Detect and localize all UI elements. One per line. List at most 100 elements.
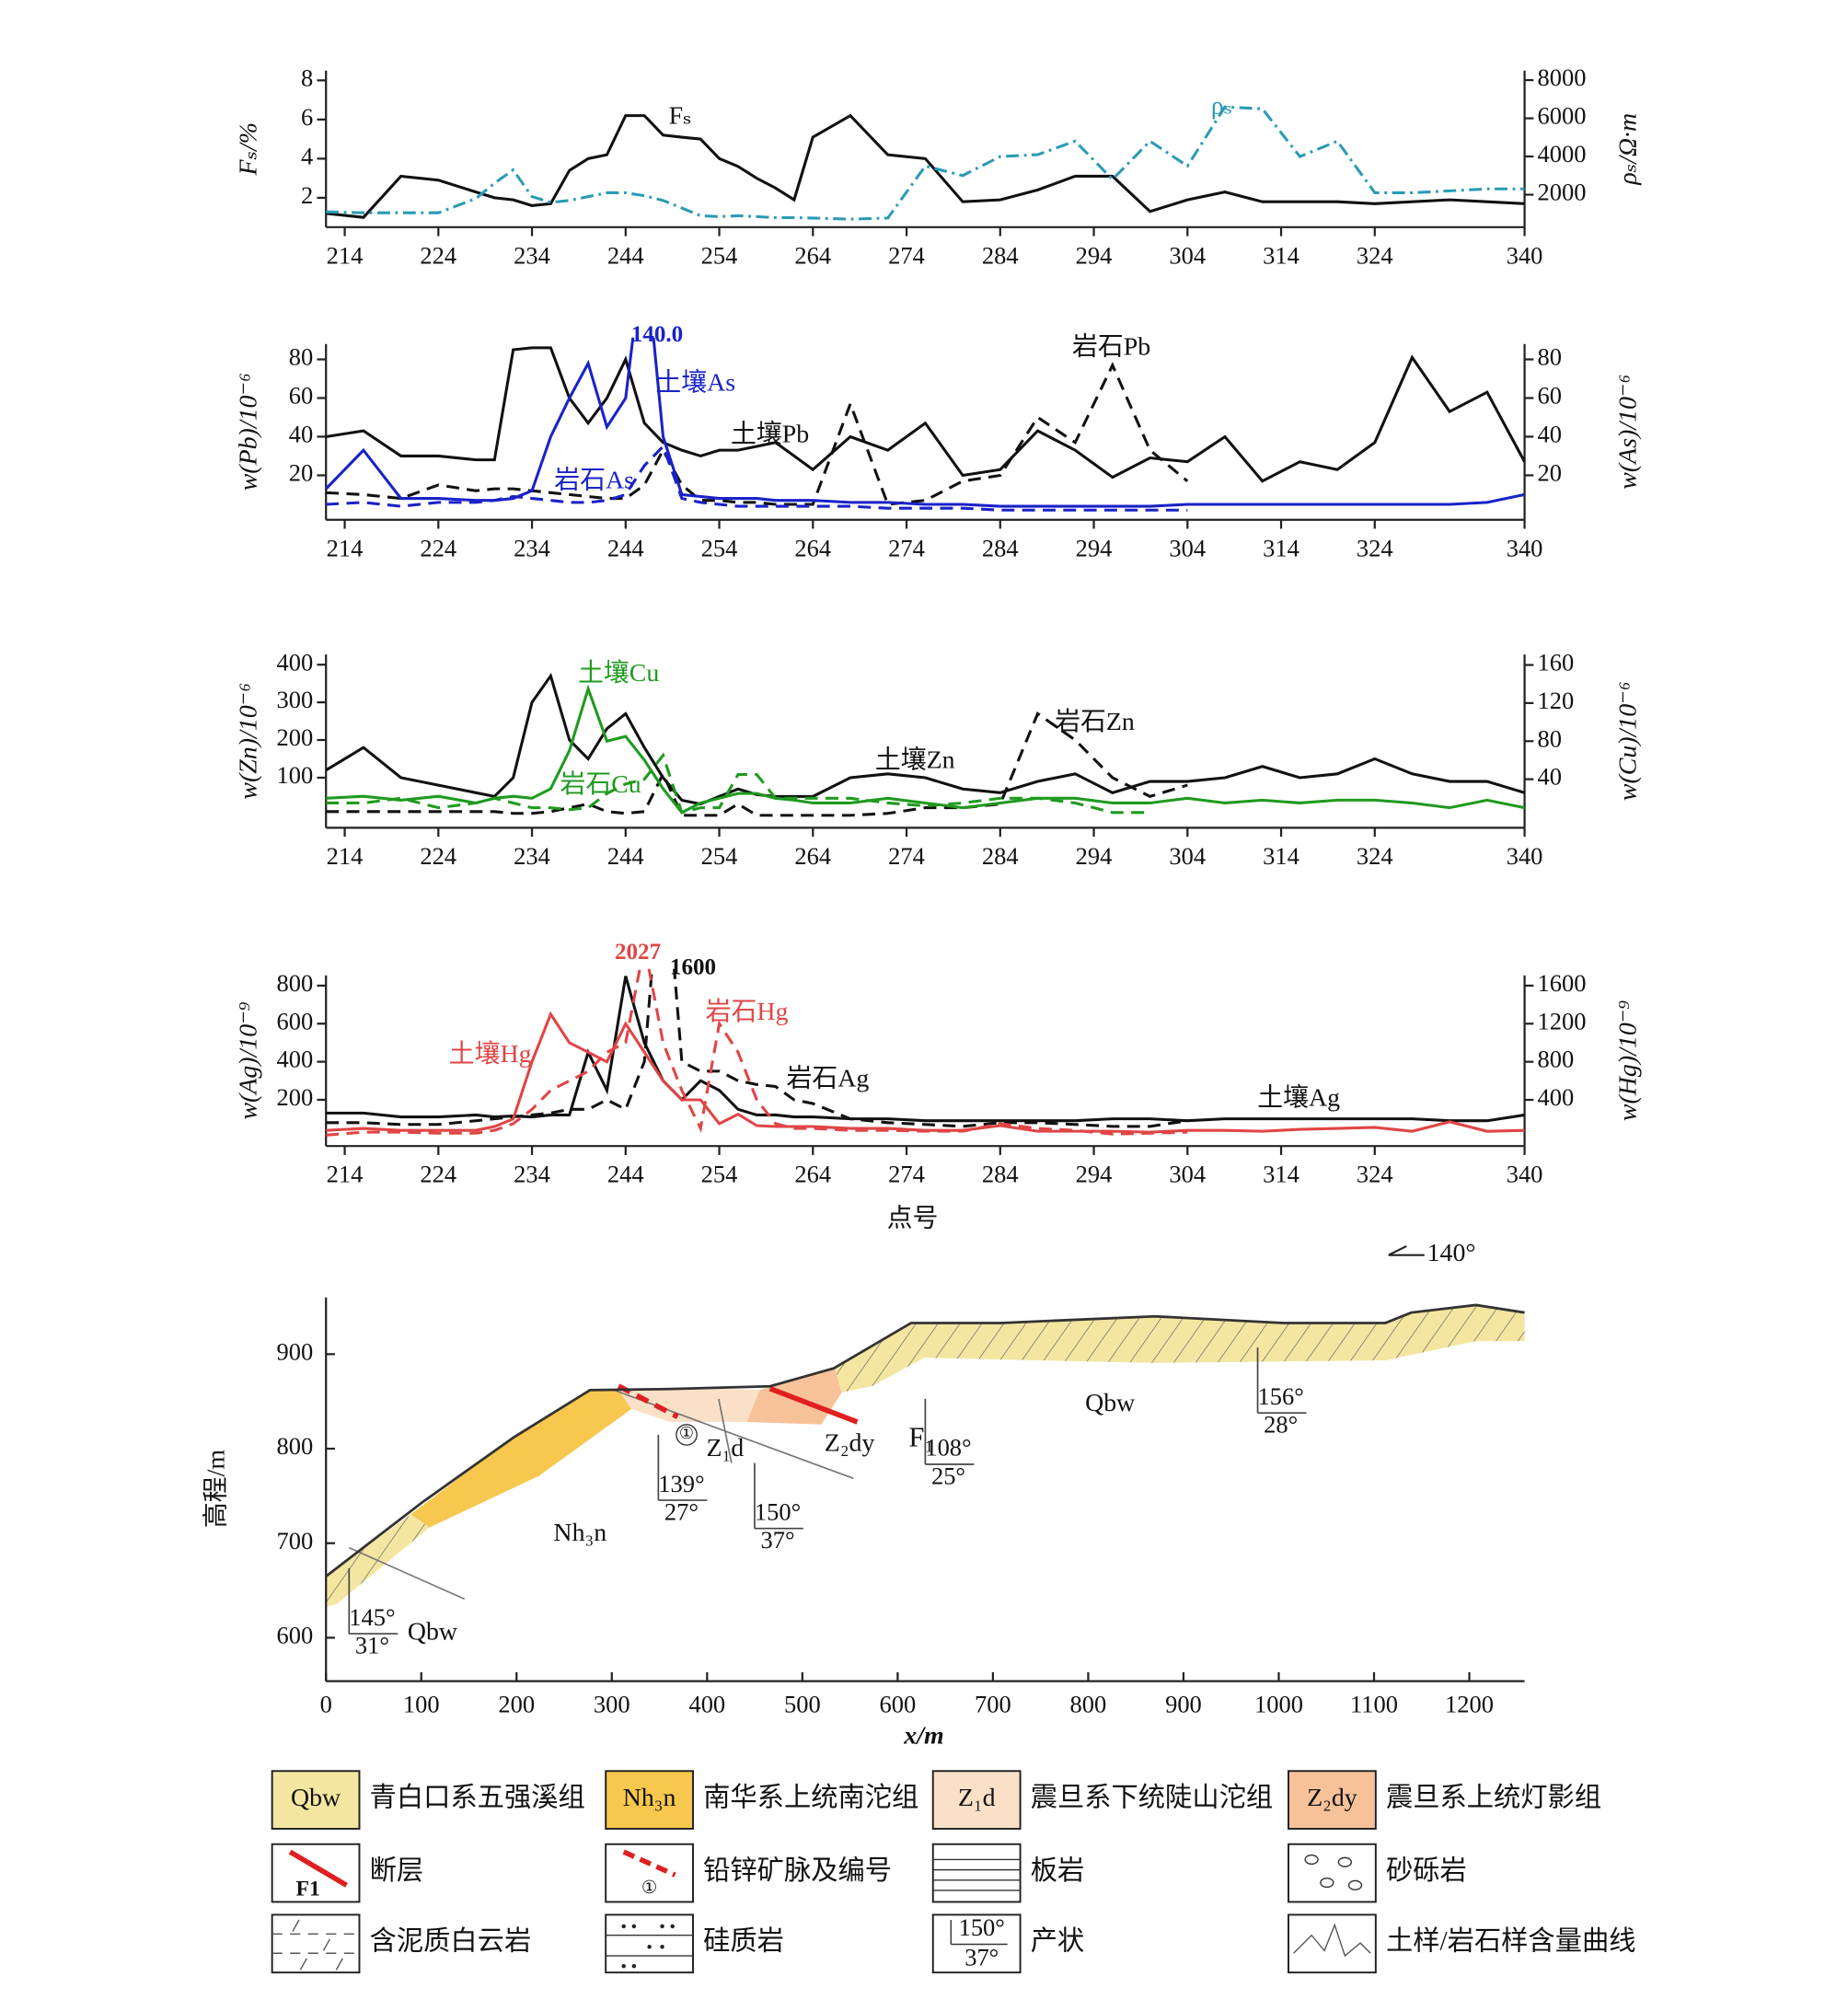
x-tick-label: 234 <box>514 1161 550 1188</box>
legend-dot <box>631 1924 637 1929</box>
legend-label: 铅锌矿脉及编号 <box>703 1855 892 1886</box>
x-tick-label: 314 <box>1263 241 1299 269</box>
y2-tick-label: 4000 <box>1538 140 1587 168</box>
x-tick-label: 214 <box>327 1161 364 1188</box>
series-label: 岩石Zn <box>1055 707 1135 736</box>
series-label: 土壤Pb <box>731 419 809 448</box>
legend-swatch <box>271 1843 361 1903</box>
x-tick-label: 294 <box>1076 534 1113 561</box>
attitude-strike: 156° <box>1257 1382 1303 1410</box>
x-tick-label: 294 <box>1076 1161 1113 1188</box>
legend-pebble <box>1347 1879 1363 1890</box>
x-tick-label: 304 <box>1169 534 1206 561</box>
legend-swatch <box>931 1770 1022 1830</box>
legend-dolomite-slash <box>335 1958 343 1971</box>
y-axis-label: w(Ag)/10⁻⁹ <box>234 1001 262 1119</box>
y-tick-label: 40 <box>289 421 313 448</box>
y-tick-label: 100 <box>277 761 314 789</box>
x-tick-label: 304 <box>1169 241 1206 269</box>
y2-axis-label: w(Cu)/10⁻⁶ <box>1613 681 1642 801</box>
y2-tick-label: 2000 <box>1538 179 1587 206</box>
formation-label: Qbw <box>1085 1389 1136 1417</box>
x-axis-label: x/m <box>903 1721 943 1750</box>
series-label: Fₛ <box>669 102 692 131</box>
legend-swatch <box>931 1843 1022 1903</box>
plot-area <box>326 672 1525 817</box>
y2-tick-label: 60 <box>1538 382 1562 410</box>
x-tick-label: 284 <box>982 1161 1019 1188</box>
x-tick-label: 1100 <box>1350 1691 1398 1718</box>
series-label: 土壤Zn <box>875 745 955 775</box>
series-line <box>326 337 1525 508</box>
y-tick-label: 200 <box>277 723 314 751</box>
x-tick-label: 1000 <box>1254 1691 1303 1718</box>
direction-label: 140° <box>1427 1239 1476 1267</box>
legend-swatch <box>271 1770 361 1830</box>
peak-annotation: 1600 <box>670 955 716 980</box>
x-tick-label: 274 <box>888 241 925 269</box>
y-tick-label: 900 <box>277 1337 314 1365</box>
series-label: 土壤Hg <box>449 1039 532 1069</box>
formation-label: Z₁d <box>707 1434 745 1462</box>
dip-line <box>718 1398 733 1463</box>
x-tick-label: 224 <box>420 842 456 870</box>
y-tick-label: 80 <box>289 343 313 371</box>
x-tick-label: 314 <box>1263 1161 1299 1188</box>
y-tick-label: 800 <box>277 969 314 997</box>
legend-symbol: ① <box>641 1878 657 1898</box>
x-tick-label: 340 <box>1507 241 1543 269</box>
ore-vein <box>617 1383 679 1419</box>
formation-label: Z₂dy <box>825 1428 875 1457</box>
legend-label: 产状 <box>1031 1926 1085 1957</box>
nh3n <box>410 1390 632 1528</box>
y-tick-label: 400 <box>277 648 314 676</box>
series-label: 土壤Cu <box>578 658 659 688</box>
legend-symbol: 37° <box>964 1943 999 1971</box>
x-tick-label: 234 <box>514 842 550 870</box>
surface-line <box>325 1303 1525 1578</box>
x-tick-label: 900 <box>1165 1691 1202 1718</box>
attitude-dip: 25° <box>931 1462 965 1489</box>
legend-dolomite-slash <box>322 1938 331 1951</box>
x-tick-label: 340 <box>1507 842 1543 870</box>
formation-label: ① <box>679 1424 694 1442</box>
series-line <box>326 346 1525 483</box>
legend-dot <box>660 1924 664 1929</box>
y2-tick-label: 40 <box>1538 763 1562 791</box>
x-tick-label: 244 <box>607 842 644 870</box>
legend-label: 震旦系上统灯影组 <box>1386 1782 1601 1812</box>
x-tick-label: 200 <box>498 1691 535 1718</box>
peak-annotation: 140.0 <box>631 322 683 347</box>
direction-arrow <box>1388 1245 1407 1256</box>
legend-vein <box>622 1849 676 1878</box>
y2-tick-label: 1600 <box>1538 969 1587 997</box>
y2-tick-label: 80 <box>1538 724 1562 752</box>
y2-tick-label: 6000 <box>1538 102 1587 130</box>
legend-swatch <box>271 1913 361 1974</box>
legend-symbol: Qbw <box>291 1784 341 1812</box>
y2-tick-label: 120 <box>1538 687 1575 714</box>
peak-annotation: 2027 <box>615 940 661 965</box>
x-tick-label: 340 <box>1507 534 1543 561</box>
series-line <box>326 1011 1525 1134</box>
legend-dolomite-slash <box>292 1919 300 1932</box>
series-line <box>326 672 1525 806</box>
y-tick-label: 20 <box>289 459 313 487</box>
x-tick-label: 214 <box>327 534 364 561</box>
y2-tick-label: 20 <box>1538 459 1562 487</box>
attitude-dip: 27° <box>664 1497 699 1525</box>
y2-axis-label: ρₛ/Ω·m <box>1613 113 1642 186</box>
x-tick-label: 264 <box>794 842 831 870</box>
legend-label: 板岩 <box>1031 1855 1085 1886</box>
y-axis-label: w(Zn)/10⁻⁶ <box>234 683 262 800</box>
series-line <box>326 968 1188 1137</box>
legend-fault <box>288 1849 348 1888</box>
y-tick-label: 700 <box>277 1527 314 1554</box>
legend-dolomite-slash <box>299 1958 307 1971</box>
x-tick-label: 1200 <box>1445 1691 1494 1718</box>
x-tick-label: 314 <box>1263 534 1299 561</box>
plot-area <box>326 105 1525 221</box>
y2-tick-label: 40 <box>1538 421 1562 448</box>
y-axis-label: 高程/m <box>201 1450 230 1528</box>
y-axis-label: Fₛ/% <box>234 122 262 176</box>
